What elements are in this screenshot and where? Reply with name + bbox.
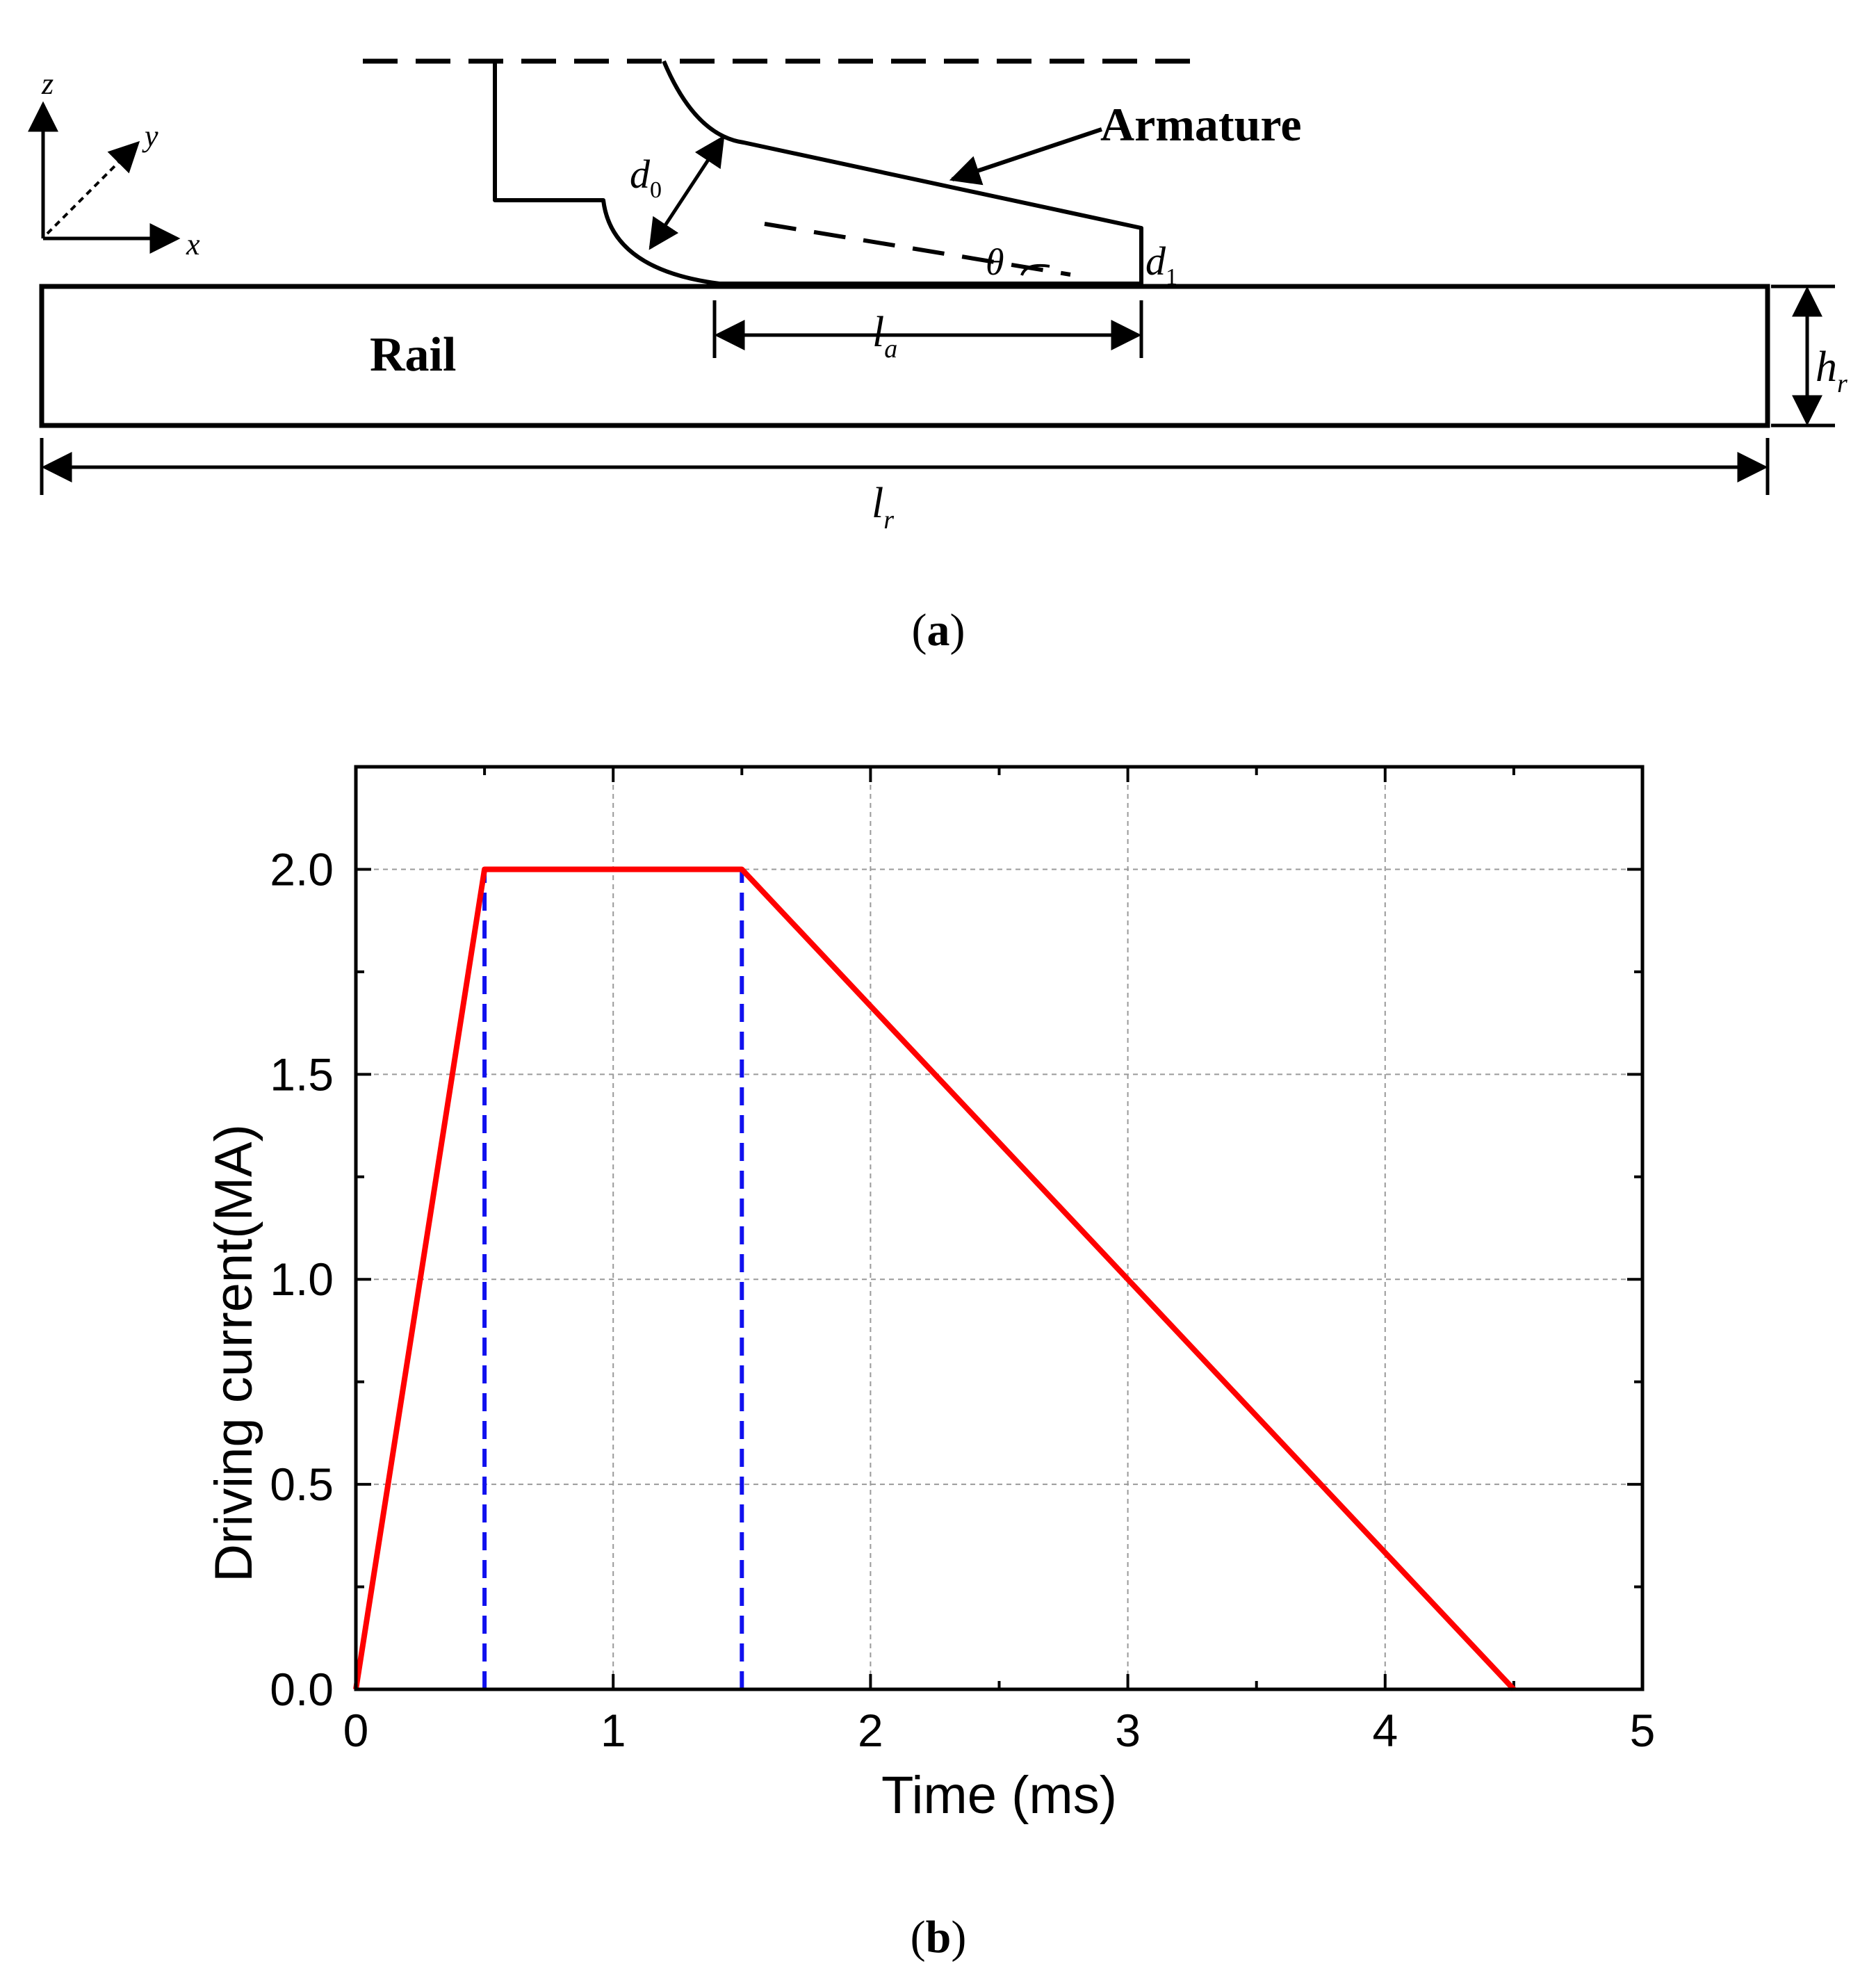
series-line-driving-current	[353, 866, 1516, 1691]
lr-label: lr	[872, 480, 894, 535]
y-tick-label: 1.0	[270, 1253, 334, 1305]
la-subscript: a	[884, 334, 897, 364]
z-axis-label: z	[41, 67, 54, 101]
panel-a-caption-letter: a	[927, 605, 950, 656]
d0-letter: d	[630, 152, 651, 197]
lr-subscript: r	[883, 505, 894, 535]
x-tick-label: 5	[1630, 1705, 1656, 1756]
x-axis-label: x	[186, 227, 200, 261]
d0-label: d0	[630, 152, 662, 203]
y-tick-label: 1.5	[270, 1048, 334, 1100]
y-tick-label: 0.0	[270, 1664, 334, 1715]
lr-letter: l	[872, 480, 883, 527]
chart-ticks	[354, 767, 1644, 1691]
armature-centerline-dashed	[764, 222, 1071, 277]
armature-label: Armature	[1100, 98, 1302, 151]
panel-a-schematic: z y x θ Armature d0 d1 Rail la hr	[28, 58, 1848, 656]
panel-a-caption: (a)	[912, 605, 965, 656]
y-axis-arrow	[46, 140, 140, 235]
la-letter: l	[872, 309, 884, 356]
d0-subscript: 0	[650, 177, 662, 203]
rail-label: Rail	[370, 328, 456, 382]
x-tick-label: 4	[1372, 1705, 1398, 1756]
y-tick-label: 2.0	[270, 843, 334, 895]
rail-rectangle	[39, 284, 1770, 428]
la-label: la	[872, 309, 897, 364]
armature-outline	[493, 60, 1143, 286]
y-axis-label: y	[142, 119, 158, 153]
panel-b-chart: 0 1 2 3 4 5 0.0 0.5 1.0 1.5 2.0 Time (ms) Driving …	[204, 765, 1655, 1963]
chart-grid	[356, 767, 1642, 1689]
y-tick-label: 0.5	[270, 1459, 334, 1510]
panel-b-caption-letter: b	[926, 1912, 952, 1963]
d1-label: d1	[1145, 238, 1177, 290]
x-axis-title: Time (ms)	[881, 1766, 1117, 1825]
chart-tick-labels: 0 1 2 3 4 5 0.0 0.5 1.0 1.5 2.0	[270, 843, 1655, 1756]
d1-letter: d	[1145, 238, 1166, 284]
hr-label: hr	[1816, 343, 1848, 398]
d0-dimension-arrow	[649, 135, 725, 250]
x-tick-label: 0	[343, 1705, 369, 1756]
theta-angle-arc	[1020, 263, 1050, 276]
chart-series	[353, 866, 1516, 1691]
plot-frame	[354, 765, 1645, 1691]
d1-subscript: 1	[1166, 264, 1177, 290]
y-axis-title: Driving current(MA)	[204, 1124, 263, 1582]
chart-reference-lines	[482, 869, 744, 1689]
x-tick-label: 1	[601, 1705, 626, 1756]
x-tick-label: 3	[1115, 1705, 1141, 1756]
hr-subscript: r	[1837, 369, 1848, 398]
hr-letter: h	[1816, 343, 1837, 391]
armature-pointer-arrow	[949, 127, 1102, 186]
theta-label: θ	[986, 241, 1004, 283]
coordinate-axes: z y x	[28, 67, 200, 261]
x-tick-label: 2	[858, 1705, 883, 1756]
panel-b-caption: (b)	[911, 1912, 967, 1963]
